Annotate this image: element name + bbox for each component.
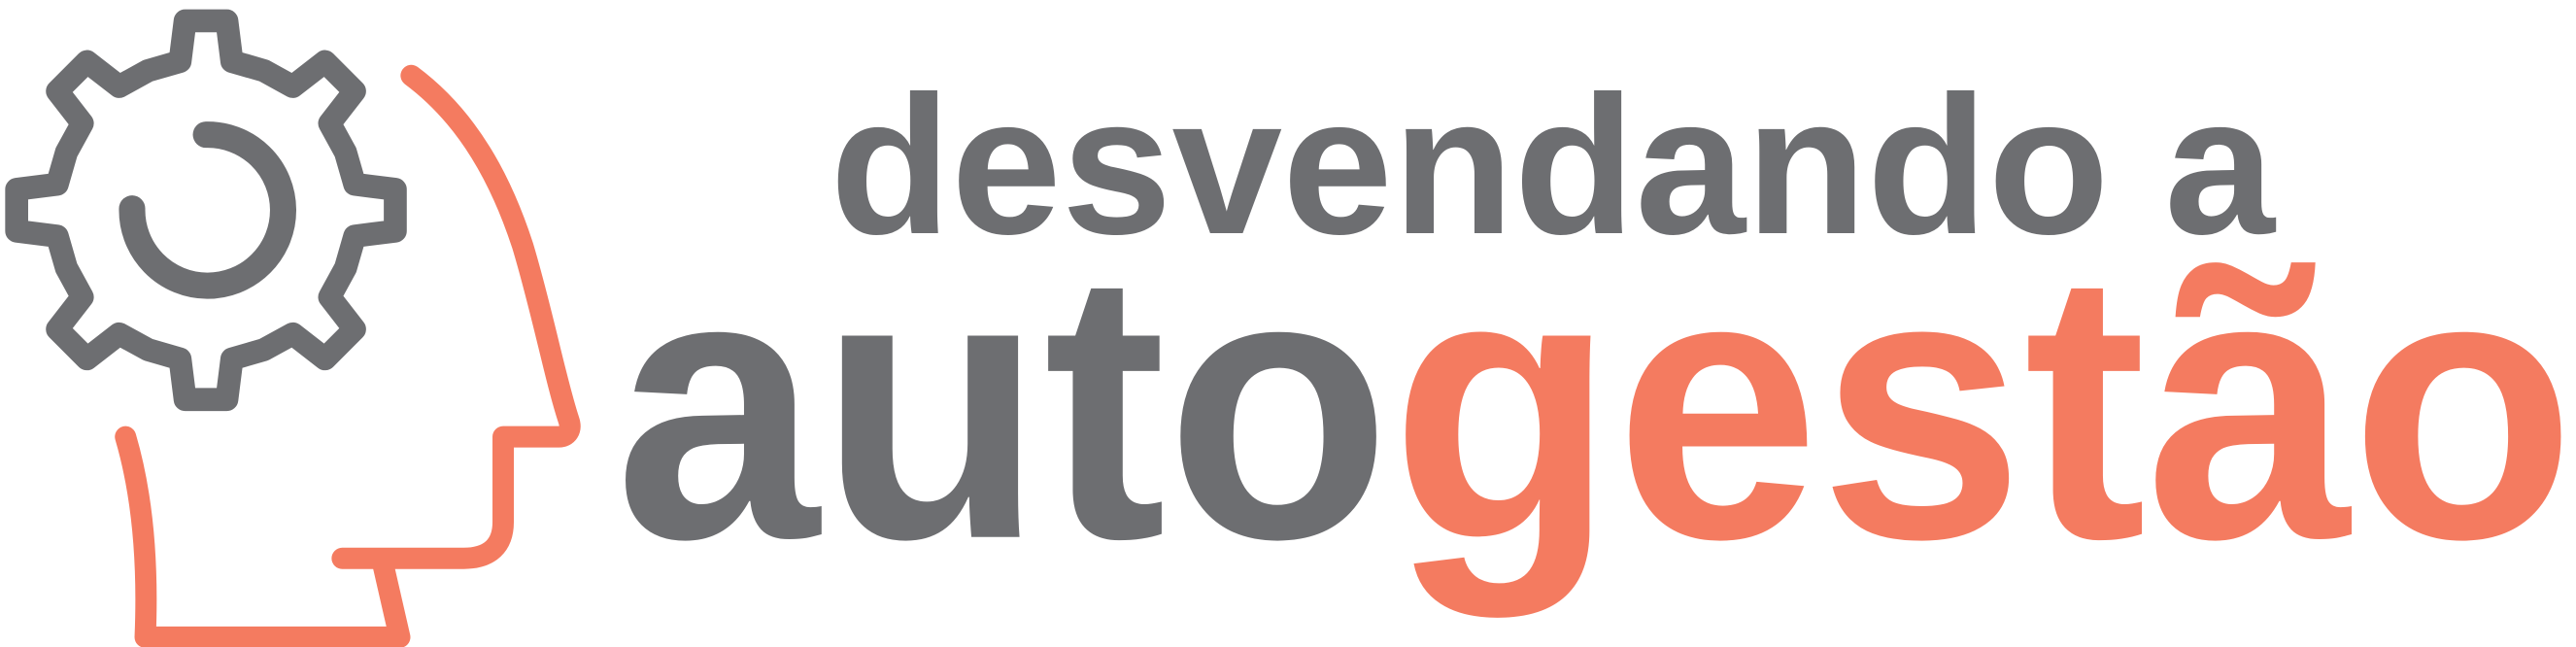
head-outline [115, 64, 581, 647]
title-part2: gestão [1391, 193, 2576, 621]
gear-swirl [119, 121, 296, 299]
title-part1: auto [615, 193, 1391, 619]
title: autogestão [615, 193, 2575, 621]
gear-icon [5, 9, 407, 412]
tagline: desvendando a [830, 54, 2277, 275]
